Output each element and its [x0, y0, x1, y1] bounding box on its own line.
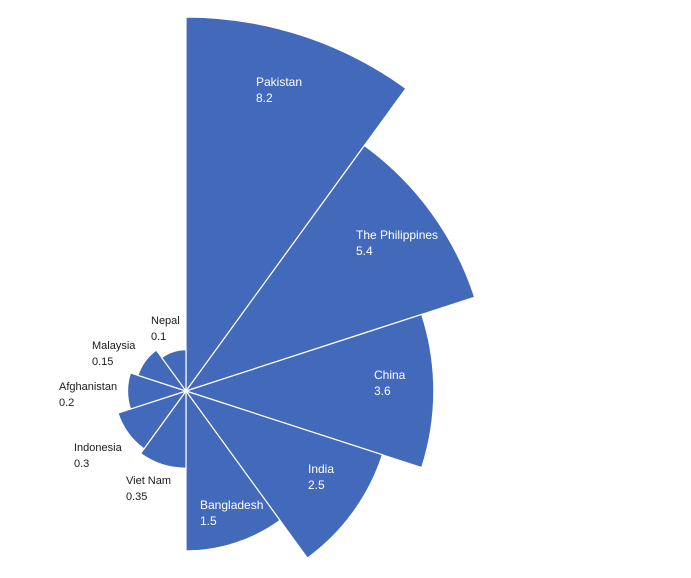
labels-group: Pakistan 8.2 The Philippines 5.4 China 3.6 Ind…	[59, 75, 438, 528]
slices-group	[117, 16, 476, 559]
slice-india	[184, 389, 384, 559]
slice-label-name: Indonesia	[74, 442, 123, 454]
slice-pakistan	[185, 16, 407, 393]
slice-label-value: 3.6	[374, 384, 391, 398]
slice-label-value: 0.2	[59, 397, 74, 409]
slice-label-name: Viet Nam	[126, 475, 171, 487]
slice-label-name: The Philippines	[356, 228, 438, 242]
slice-the-philippines	[184, 144, 476, 393]
slice-label-name: Afghanistan	[59, 381, 117, 393]
slice-label-value: 0.3	[74, 458, 89, 470]
slice-label-value: 2.5	[308, 478, 325, 492]
slice-label-value: 0.1	[151, 331, 166, 343]
slice-label-name: Bangladesh	[200, 498, 263, 512]
slice-label-value: 0.15	[92, 356, 113, 368]
slice-label-value: 1.5	[200, 514, 217, 528]
slice-label-name: Pakistan	[256, 75, 302, 89]
slice-label-name: India	[308, 462, 334, 476]
slice-label-name: Malaysia	[92, 340, 136, 352]
slice-viet-nam	[139, 389, 187, 469]
slice-china	[184, 313, 435, 469]
slice-malaysia	[137, 349, 188, 393]
slice-nepal	[160, 349, 187, 393]
slice-label-name: China	[374, 368, 406, 382]
slice-label-value: 5.4	[356, 244, 373, 258]
slice-afghanistan	[126, 372, 188, 410]
slice-indonesia	[117, 389, 188, 450]
slice-label-name: Nepal	[151, 315, 180, 327]
slice-label-value: 8.2	[256, 91, 273, 105]
slice-bangladesh	[185, 389, 281, 552]
slice-label-value: 0.35	[126, 491, 147, 503]
